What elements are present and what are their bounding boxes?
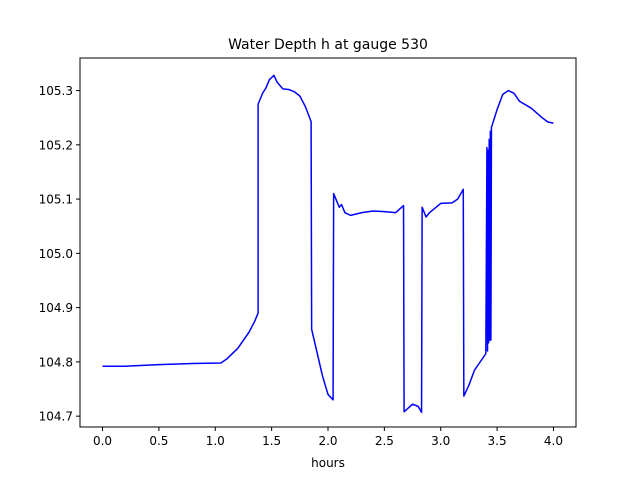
x-tick-label-4: 2.0 bbox=[318, 434, 337, 448]
chart-title: Water Depth h at gauge 530 bbox=[228, 37, 428, 53]
plot-area: 0.0 0.5 1.0 1.5 2.0 2.5 3.0 3.5 4.0 104.7 104.8 104… bbox=[39, 57, 577, 448]
x-tick-label-2: 1.0 bbox=[206, 434, 225, 448]
x-axis-label: hours bbox=[311, 456, 345, 470]
y-tick-label-4: 105.1 bbox=[39, 193, 73, 207]
y-tick-label-2: 104.9 bbox=[39, 301, 73, 315]
y-tick-label-0: 104.7 bbox=[39, 410, 73, 424]
y-tick-label-5: 105.2 bbox=[39, 138, 73, 152]
x-tick-label-5: 2.5 bbox=[375, 434, 394, 448]
x-tick-label-7: 3.5 bbox=[488, 434, 507, 448]
series-line-0 bbox=[102, 74, 554, 414]
x-tick-label-0: 0.0 bbox=[93, 434, 112, 448]
x-tick-label-6: 3.0 bbox=[431, 434, 450, 448]
y-tick-label-6: 105.3 bbox=[39, 84, 73, 98]
x-tick-label-3: 1.5 bbox=[262, 434, 281, 448]
x-tick-label-1: 0.5 bbox=[149, 434, 168, 448]
y-tick-label-1: 104.8 bbox=[39, 355, 73, 369]
x-tick-label-8: 4.0 bbox=[544, 434, 563, 448]
plot-frame bbox=[79, 57, 577, 428]
y-tick-label-3: 105.0 bbox=[39, 247, 73, 261]
